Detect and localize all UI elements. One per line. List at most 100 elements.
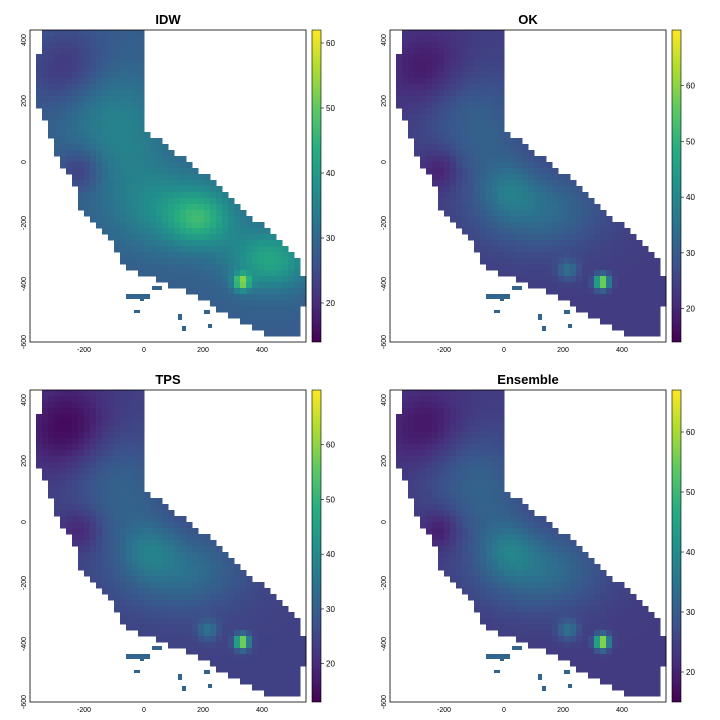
raster-cell <box>528 540 535 547</box>
raster-cell <box>510 504 517 511</box>
raster-cell <box>624 264 631 271</box>
raster-cell <box>486 258 493 265</box>
raster-cell <box>576 630 583 637</box>
raster-cell <box>492 54 499 61</box>
raster-cell <box>630 276 637 283</box>
raster-cell <box>486 72 493 79</box>
raster-cell <box>102 396 109 403</box>
raster-cell <box>72 66 79 73</box>
raster-cell <box>126 162 133 169</box>
raster-cell <box>228 258 235 265</box>
raster-cell <box>66 144 73 151</box>
raster-cell <box>216 186 223 193</box>
raster-cell <box>90 570 97 577</box>
raster-cell <box>498 36 505 43</box>
raster-cell <box>420 126 427 133</box>
raster-cell <box>90 90 97 97</box>
raster-cell <box>258 684 265 691</box>
raster-cell <box>222 564 229 571</box>
raster-cell <box>240 678 247 685</box>
raster-cell <box>546 546 553 553</box>
raster-cell <box>240 240 247 247</box>
raster-cell <box>270 240 277 247</box>
raster-cell <box>138 228 145 235</box>
raster-cell <box>36 432 43 439</box>
raster-cell <box>222 252 229 259</box>
raster-cell <box>72 174 79 181</box>
raster-cell <box>594 624 601 631</box>
raster-cell <box>174 630 181 637</box>
island-cell <box>512 286 522 290</box>
raster-cell <box>198 636 205 643</box>
raster-cell <box>576 588 583 595</box>
raster-cell <box>288 324 295 331</box>
raster-cell <box>516 240 523 247</box>
raster-cell <box>420 36 427 43</box>
raster-cell <box>624 300 631 307</box>
raster-cell <box>648 294 655 301</box>
raster-cell <box>198 234 205 241</box>
raster-cell <box>114 168 121 175</box>
raster-cell <box>126 600 133 607</box>
raster-cell <box>162 192 169 199</box>
raster-cell <box>120 138 127 145</box>
raster-cell <box>498 120 505 127</box>
raster-cell <box>480 576 487 583</box>
raster-cell <box>264 318 271 325</box>
raster-cell <box>540 564 547 571</box>
raster-cell <box>588 204 595 211</box>
raster-cell <box>558 294 565 301</box>
raster-cell <box>276 288 283 295</box>
raster-cell <box>60 30 67 37</box>
raster-cell <box>648 324 655 331</box>
raster-cell <box>90 468 97 475</box>
raster-cell <box>492 528 499 535</box>
raster-cell <box>552 282 559 289</box>
raster-cell <box>282 252 289 259</box>
raster-cell <box>276 282 283 289</box>
raster-cell <box>66 492 73 499</box>
raster-cell <box>234 312 241 319</box>
island-cell <box>134 670 140 673</box>
island-cell <box>152 646 162 650</box>
raster-cell <box>114 144 121 151</box>
x-tick-label: -200 <box>77 707 91 714</box>
raster-cell <box>66 486 73 493</box>
raster-cell <box>114 192 121 199</box>
raster-cell <box>108 156 115 163</box>
raster-cell <box>456 60 463 67</box>
raster-cell <box>630 318 637 325</box>
raster-cell <box>552 240 559 247</box>
raster-cell <box>462 144 469 151</box>
raster-cell <box>462 432 469 439</box>
raster-cell <box>486 624 493 631</box>
raster-cell <box>408 474 415 481</box>
raster-cell <box>486 180 493 187</box>
raster-cell <box>426 66 433 73</box>
raster-cell <box>462 498 469 505</box>
raster-cell <box>450 414 457 421</box>
raster-cell <box>468 444 475 451</box>
raster-cell <box>642 672 649 679</box>
raster-cell <box>108 126 115 133</box>
raster-cell <box>582 654 589 661</box>
raster-cell <box>498 588 505 595</box>
raster-cell <box>456 522 463 529</box>
raster-cell <box>252 606 259 613</box>
raster-cell <box>450 192 457 199</box>
raster-cell <box>270 276 277 283</box>
raster-cell <box>162 576 169 583</box>
raster-cell <box>192 588 199 595</box>
raster-cell <box>198 594 205 601</box>
raster-cell <box>132 396 139 403</box>
raster-cell <box>444 456 451 463</box>
raster-cell <box>432 534 439 541</box>
island-cell <box>538 674 542 680</box>
raster-cell <box>60 474 67 481</box>
raster-cell <box>492 576 499 583</box>
raster-cell <box>438 498 445 505</box>
raster-cell <box>126 258 133 265</box>
raster-cell <box>420 420 427 427</box>
raster-cell <box>72 408 79 415</box>
raster-cell <box>174 216 181 223</box>
